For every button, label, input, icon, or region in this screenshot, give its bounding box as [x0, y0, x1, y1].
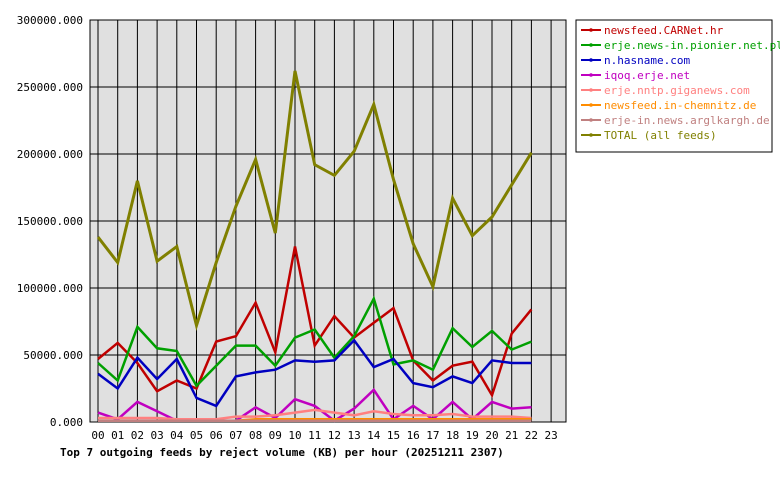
x-tick-label: 03 [150, 429, 163, 442]
x-tick-label: 19 [466, 429, 479, 442]
legend-marker [589, 133, 593, 137]
legend-label: newsfeed.CARNet.hr [604, 24, 724, 37]
legend-marker [589, 88, 593, 92]
legend-marker [589, 28, 593, 32]
x-tick-label: 17 [426, 429, 439, 442]
legend-label: erje.news-in.pionier.net.pl [604, 39, 780, 52]
series-line-4 [98, 408, 532, 421]
y-tick-label: 200000.000 [17, 148, 83, 161]
y-tick-label: 300000.000 [17, 14, 83, 27]
legend-label: erje-in.news.arglkargh.de [604, 114, 770, 127]
x-tick-label: 08 [249, 429, 262, 442]
x-tick-label: 07 [229, 429, 242, 442]
legend-marker [589, 103, 593, 107]
x-tick-label: 00 [91, 429, 104, 442]
legend-label: TOTAL (all feeds) [604, 129, 717, 142]
series-layer [96, 70, 533, 423]
legend-label: n.hasname.com [604, 54, 690, 67]
x-tick-label: 20 [485, 429, 498, 442]
legend-box [575, 19, 773, 153]
x-tick-label: 15 [387, 429, 400, 442]
axis-layer: 00 01 02 03 04 05 06 07 08 09 10 11 12 13 14 15 16 17 18 19… [17, 14, 558, 442]
legend-label: erje.nntp.giganews.com [604, 84, 750, 97]
legend-marker [589, 58, 593, 62]
x-tick-label: 10 [288, 429, 301, 442]
legend: newsfeed.CARNet.hr erje.news-in.pionier.n… [575, 19, 780, 153]
x-tick-label: 05 [190, 429, 203, 442]
legend-marker [589, 118, 593, 122]
x-tick-label: 14 [367, 429, 381, 442]
chart-title: Top 7 outgoing feeds by reject volume (K… [60, 446, 504, 459]
x-tick-label: 02 [131, 429, 144, 442]
x-tick-label: 09 [269, 429, 282, 442]
series-line-2 [97, 338, 532, 408]
legend-marker [589, 73, 593, 77]
x-tick-label: 23 [544, 429, 557, 442]
legend-label: newsfeed.in-chemnitz.de [604, 99, 756, 112]
series-line-3 [97, 387, 532, 423]
y-tick-label: 150000.000 [17, 215, 83, 228]
legend-label: iqoq.erje.net [604, 69, 690, 82]
series-line-1 [97, 295, 532, 388]
x-tick-label: 21 [505, 429, 518, 442]
x-tick-label: 01 [111, 429, 124, 442]
x-tick-label: 18 [446, 429, 459, 442]
x-tick-label: 12 [328, 429, 341, 442]
x-tick-label: 06 [210, 429, 223, 442]
series-line-0 [97, 246, 533, 399]
y-tick-label: 250000.000 [17, 81, 83, 94]
x-tick-label: 13 [347, 429, 360, 442]
y-tick-label: 50000.000 [23, 349, 83, 362]
legend-marker [589, 43, 593, 47]
y-tick-label: 100000.000 [17, 282, 83, 295]
x-tick-label: 16 [407, 429, 420, 442]
x-tick-label: 11 [308, 429, 321, 442]
series-line-7 [96, 70, 533, 332]
y-tick-label: 0.000 [50, 416, 83, 429]
x-tick-label: 22 [525, 429, 538, 442]
x-tick-label: 04 [170, 429, 184, 442]
